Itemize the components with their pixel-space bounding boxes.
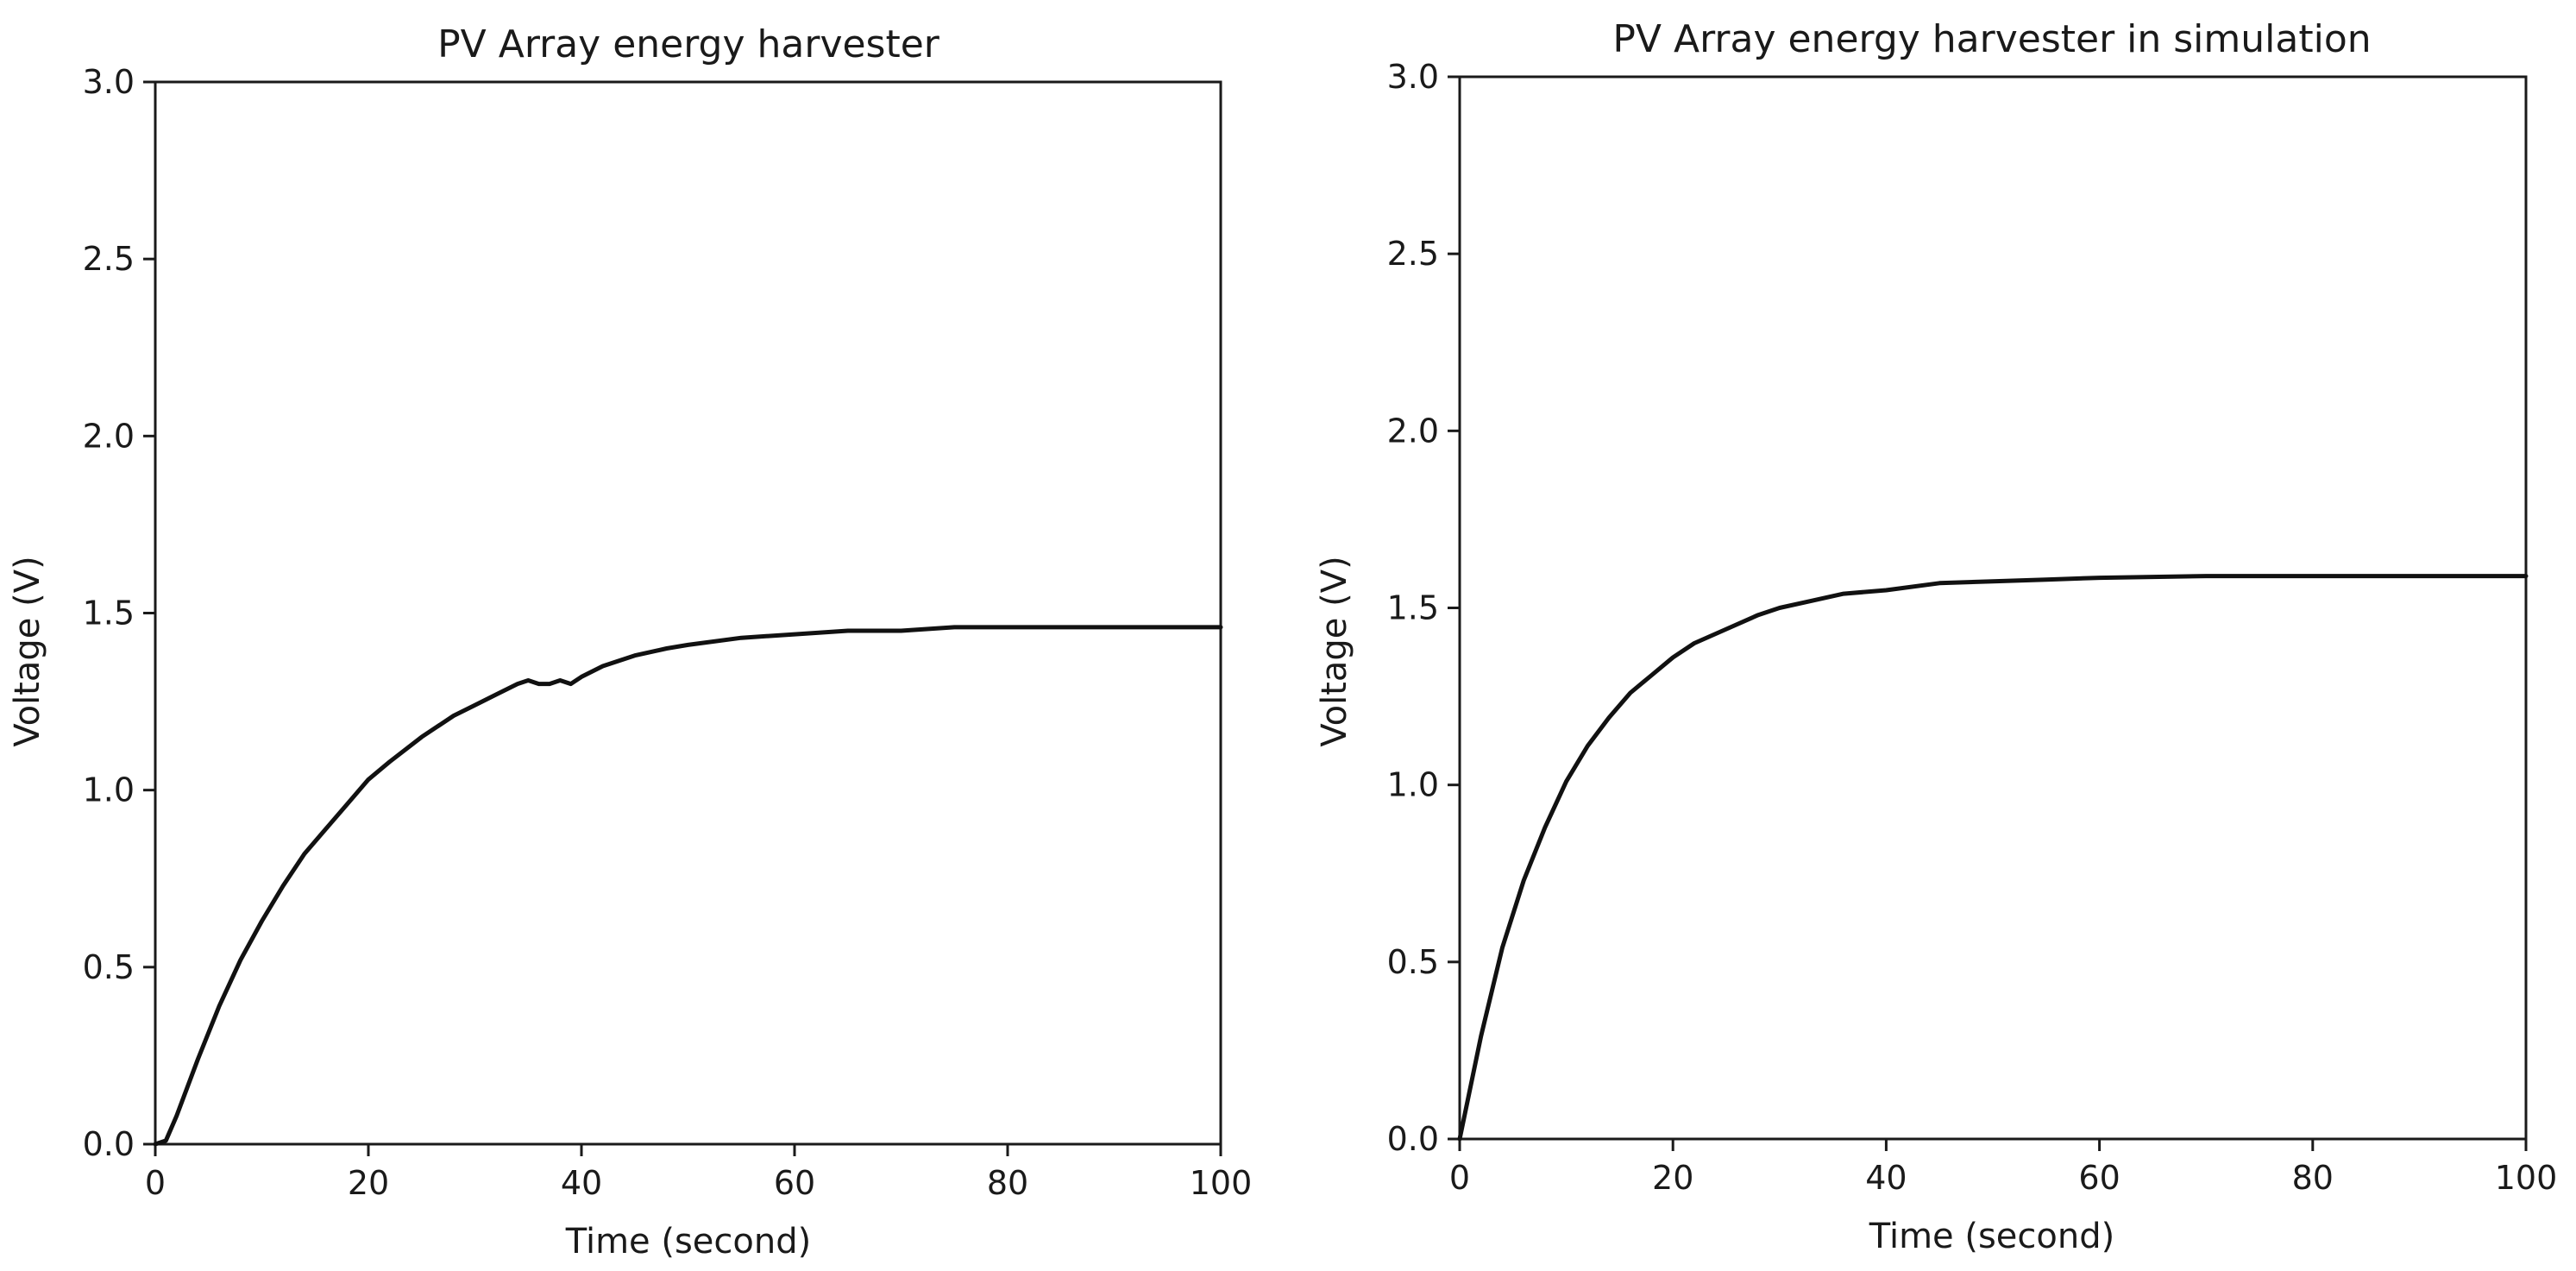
chart-left-plot: 0 20 40 60 80 100 0.0 0.5 1.0 1.5 2.0 2.5 3.0	[83, 63, 1253, 1202]
chart-right-xtick-label: 40	[1865, 1159, 1907, 1197]
chart-left-ytick-label: 2.0	[83, 417, 135, 455]
chart-left-series-measured	[153, 625, 1223, 1147]
chart-left-ytick-label: 1.0	[83, 771, 135, 809]
chart-right-xtick-label: 60	[2078, 1159, 2120, 1197]
chart-left-ylabel: Voltage (V)	[8, 556, 47, 746]
chart-left-xtick-label: 40	[561, 1164, 602, 1202]
chart-left-xtick-label: 60	[774, 1164, 815, 1202]
chart-left-frame	[154, 80, 1222, 1146]
chart-left-xtick-label: 80	[987, 1164, 1028, 1202]
chart-left-xlabel: Time (second)	[565, 1222, 811, 1262]
chart-left-ytick-label: 2.5	[83, 240, 135, 278]
chart-right-ytick-label: 2.5	[1387, 235, 1439, 273]
chart-right-title: PV Array energy harvester in simulation	[1612, 17, 2371, 61]
chart-left-xtick-label: 20	[348, 1164, 389, 1202]
chart-left-ytick-label: 1.5	[83, 595, 135, 632]
chart-left-xtick-label: 0	[145, 1164, 166, 1202]
chart-left: PV Array energy harvester 0 20 40 60 80 100 0.…	[8, 22, 1252, 1262]
chart-right-xtick-label: 100	[2495, 1159, 2558, 1197]
chart-right-xlabel: Time (second)	[1869, 1217, 2114, 1256]
chart-right-series-simulation	[1457, 574, 2529, 1142]
chart-left-xtick-label: 100	[1190, 1164, 1253, 1202]
chart-right-frame	[1458, 75, 2528, 1141]
chart-right-ytick-label: 3.0	[1387, 58, 1439, 96]
chart-right: PV Array energy harvester in simulation …	[1315, 17, 2557, 1256]
chart-right-ytick-label: 0.5	[1387, 943, 1439, 981]
chart-left-ytick-label: 3.0	[83, 63, 135, 101]
chart-right-ytick-label: 1.0	[1387, 766, 1439, 804]
chart-left-ytick-label: 0.5	[83, 948, 135, 986]
chart-right-ylabel: Voltage (V)	[1315, 556, 1354, 746]
chart-right-xtick-label: 0	[1449, 1159, 1470, 1197]
chart-right-xtick-label: 80	[2292, 1159, 2334, 1197]
chart-left-title: PV Array energy harvester	[437, 22, 940, 66]
chart-right-ytick-label: 2.0	[1387, 412, 1439, 450]
chart-right-ytick-label: 0.0	[1387, 1120, 1439, 1158]
chart-left-ytick-label: 0.0	[83, 1125, 135, 1163]
chart-right-ytick-label: 1.5	[1387, 589, 1439, 627]
chart-right-plot: 0 20 40 60 80 100 0.0 0.5 1.0 1.5 2.0 2.5 3.0	[1387, 58, 2558, 1197]
chart-right-xtick-label: 20	[1652, 1159, 1693, 1197]
